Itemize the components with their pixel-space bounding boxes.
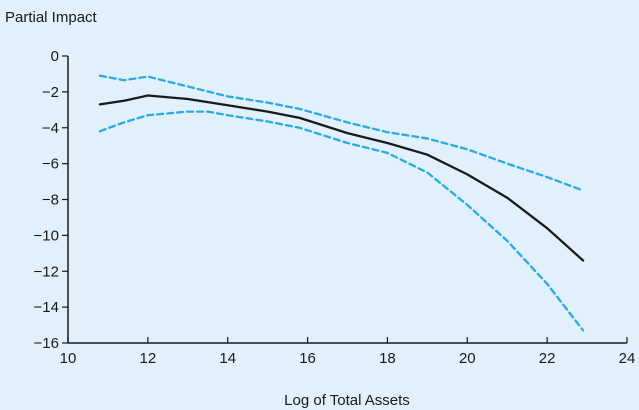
x-tick-label: 24 [619, 350, 636, 367]
y-tick-label: −4 [42, 120, 59, 137]
y-tick-label: −14 [34, 299, 59, 316]
estimate-solid-line [98, 94, 585, 262]
lower-bound-dashed-line [98, 110, 585, 332]
y-tick-label: −2 [42, 84, 59, 101]
y-tick-label: −8 [42, 192, 59, 209]
x-tick-label: 20 [459, 350, 476, 367]
x-tick-label: 14 [219, 350, 236, 367]
upper-bound-dashed-line [98, 74, 585, 192]
y-tick-label: −6 [42, 156, 59, 173]
x-tick-label: 12 [140, 350, 157, 367]
x-tick-label: 10 [60, 350, 77, 367]
x-tick-label: 18 [379, 350, 396, 367]
x-tick-label: 16 [299, 350, 316, 367]
y-axis-label: Partial Impact [5, 9, 98, 26]
series-layer [98, 74, 585, 332]
y-tick-label: −16 [34, 335, 59, 352]
y-tick-label: 0 [51, 48, 59, 65]
x-axis-label: Log of Total Assets [284, 392, 410, 409]
x-tick-label: 22 [539, 350, 556, 367]
y-tick-label: −12 [34, 263, 59, 280]
y-tick-label: −10 [34, 227, 59, 244]
